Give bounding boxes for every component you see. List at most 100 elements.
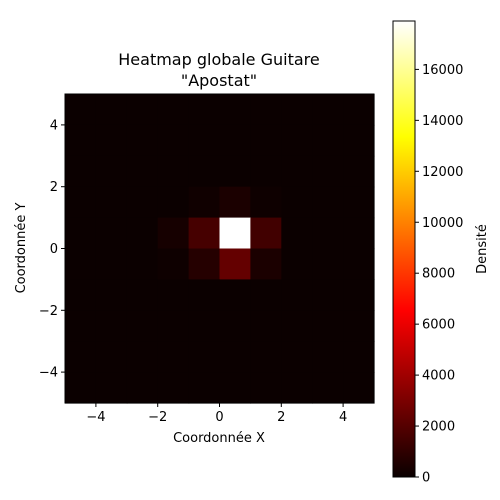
x-tick-label: 4 xyxy=(339,410,347,425)
heatmap-cell xyxy=(126,217,159,250)
colorbar-tick-label: 8000 xyxy=(422,267,455,282)
heatmap-cell xyxy=(343,372,375,404)
heatmap-cell xyxy=(95,372,128,404)
heatmap-cell xyxy=(126,279,159,311)
heatmap-cell xyxy=(65,279,97,311)
heatmap-cell xyxy=(219,94,251,126)
heatmap-cell xyxy=(343,155,375,188)
heatmap-cell xyxy=(157,124,190,157)
heatmap-cell xyxy=(157,248,190,280)
heatmap-cell xyxy=(65,372,97,404)
heatmap-cell xyxy=(95,248,128,280)
heatmap-cell xyxy=(126,341,159,373)
x-tick-label: −4 xyxy=(86,410,105,425)
heatmap-cell xyxy=(250,310,282,342)
heatmap-cell xyxy=(95,310,128,342)
heatmap-cell xyxy=(157,217,190,250)
heatmap-cell xyxy=(126,124,159,157)
colorbar-tick-label: 10000 xyxy=(422,216,463,231)
heatmap-cell xyxy=(188,94,221,126)
heatmap-cell xyxy=(219,248,251,280)
colorbar-tick-label: 14000 xyxy=(422,114,463,129)
colorbar-tick-label: 6000 xyxy=(422,318,455,333)
x-axis-ticks: −4 −2 0 2 4 xyxy=(86,403,347,425)
colorbar-tick-label: 2000 xyxy=(422,420,455,435)
heatmap-cell xyxy=(188,155,221,188)
heatmap-cell xyxy=(65,186,97,219)
heatmap-cell xyxy=(65,310,97,342)
heatmap-cell xyxy=(343,217,375,250)
heatmap-cell xyxy=(219,279,251,311)
heatmap-cell xyxy=(188,186,221,219)
heatmap-cell xyxy=(343,279,375,311)
heatmap-cell xyxy=(219,372,251,404)
heatmap-cell xyxy=(312,310,344,342)
heatmap-cell xyxy=(343,94,375,126)
heatmap-cell xyxy=(250,248,282,280)
heatmap-cell xyxy=(281,124,313,157)
heatmap-cell xyxy=(157,94,190,126)
x-axis-label: Coordonnée X xyxy=(173,431,265,446)
colorbar xyxy=(392,20,416,478)
heatmap-cell xyxy=(95,279,128,311)
heatmap-cell xyxy=(250,372,282,404)
heatmap-cell xyxy=(312,279,344,311)
heatmap-cell xyxy=(312,341,344,373)
heatmap-cell xyxy=(188,217,221,250)
x-tick-label: 2 xyxy=(277,410,285,425)
heatmap-cell xyxy=(281,372,313,404)
heatmap-cell xyxy=(281,94,313,126)
heatmap-cell xyxy=(126,155,159,188)
heatmap-cell xyxy=(219,217,251,250)
heatmap-cell xyxy=(65,217,97,250)
heatmap-cell xyxy=(250,124,282,157)
heatmap-cell xyxy=(312,248,344,280)
colorbar-tick-label: 12000 xyxy=(422,165,463,180)
heatmap-cell xyxy=(157,341,190,373)
heatmap-cell xyxy=(312,155,344,188)
colorbar-tick-label: 4000 xyxy=(422,369,455,384)
heatmap-cell xyxy=(312,94,344,126)
y-tick-label: 2 xyxy=(50,180,58,195)
heatmap-cell xyxy=(188,279,221,311)
heatmap-cell xyxy=(219,310,251,342)
y-tick-label: −4 xyxy=(39,366,58,381)
heatmap-cell xyxy=(188,124,221,157)
heatmap-cell xyxy=(219,186,251,219)
heatmap-cell xyxy=(65,155,97,188)
x-tick-label: −2 xyxy=(148,410,167,425)
heatmap-cell xyxy=(250,217,282,250)
heatmap-cells xyxy=(65,94,375,404)
y-tick-label: 0 xyxy=(50,242,58,257)
heatmap-cell xyxy=(65,248,97,280)
y-axis-label: Coordonnée Y xyxy=(14,203,29,294)
heatmap-cell xyxy=(312,124,344,157)
heatmap-cell xyxy=(157,310,190,342)
heatmap-cell xyxy=(219,155,251,188)
heatmap-cell xyxy=(343,341,375,373)
heatmap-cell xyxy=(343,248,375,280)
heatmap-cell xyxy=(281,248,313,280)
heatmap-cell xyxy=(219,341,251,373)
heatmap-cell xyxy=(95,341,128,373)
heatmap-cell xyxy=(95,155,128,188)
chart-title-line2: "Apostat" xyxy=(181,71,257,90)
colorbar-label: Densité xyxy=(475,224,490,274)
heatmap-cell xyxy=(126,248,159,280)
heatmap-cell xyxy=(281,217,313,250)
chart-title-line1: Heatmap globale Guitare xyxy=(118,50,319,69)
heatmap-cell xyxy=(250,155,282,188)
heatmap-cell xyxy=(188,372,221,404)
heatmap-cell xyxy=(219,124,251,157)
y-axis-ticks: −4 −2 0 2 4 xyxy=(39,118,65,381)
y-tick-label: 4 xyxy=(50,118,58,133)
heatmap-cell xyxy=(188,248,221,280)
heatmap-cell xyxy=(126,186,159,219)
heatmap-cell xyxy=(281,310,313,342)
heatmap-cell xyxy=(343,124,375,157)
heatmap-cell xyxy=(157,372,190,404)
heatmap-cell xyxy=(343,310,375,342)
heatmap-cell xyxy=(312,217,344,250)
heatmap-cell xyxy=(65,124,97,157)
